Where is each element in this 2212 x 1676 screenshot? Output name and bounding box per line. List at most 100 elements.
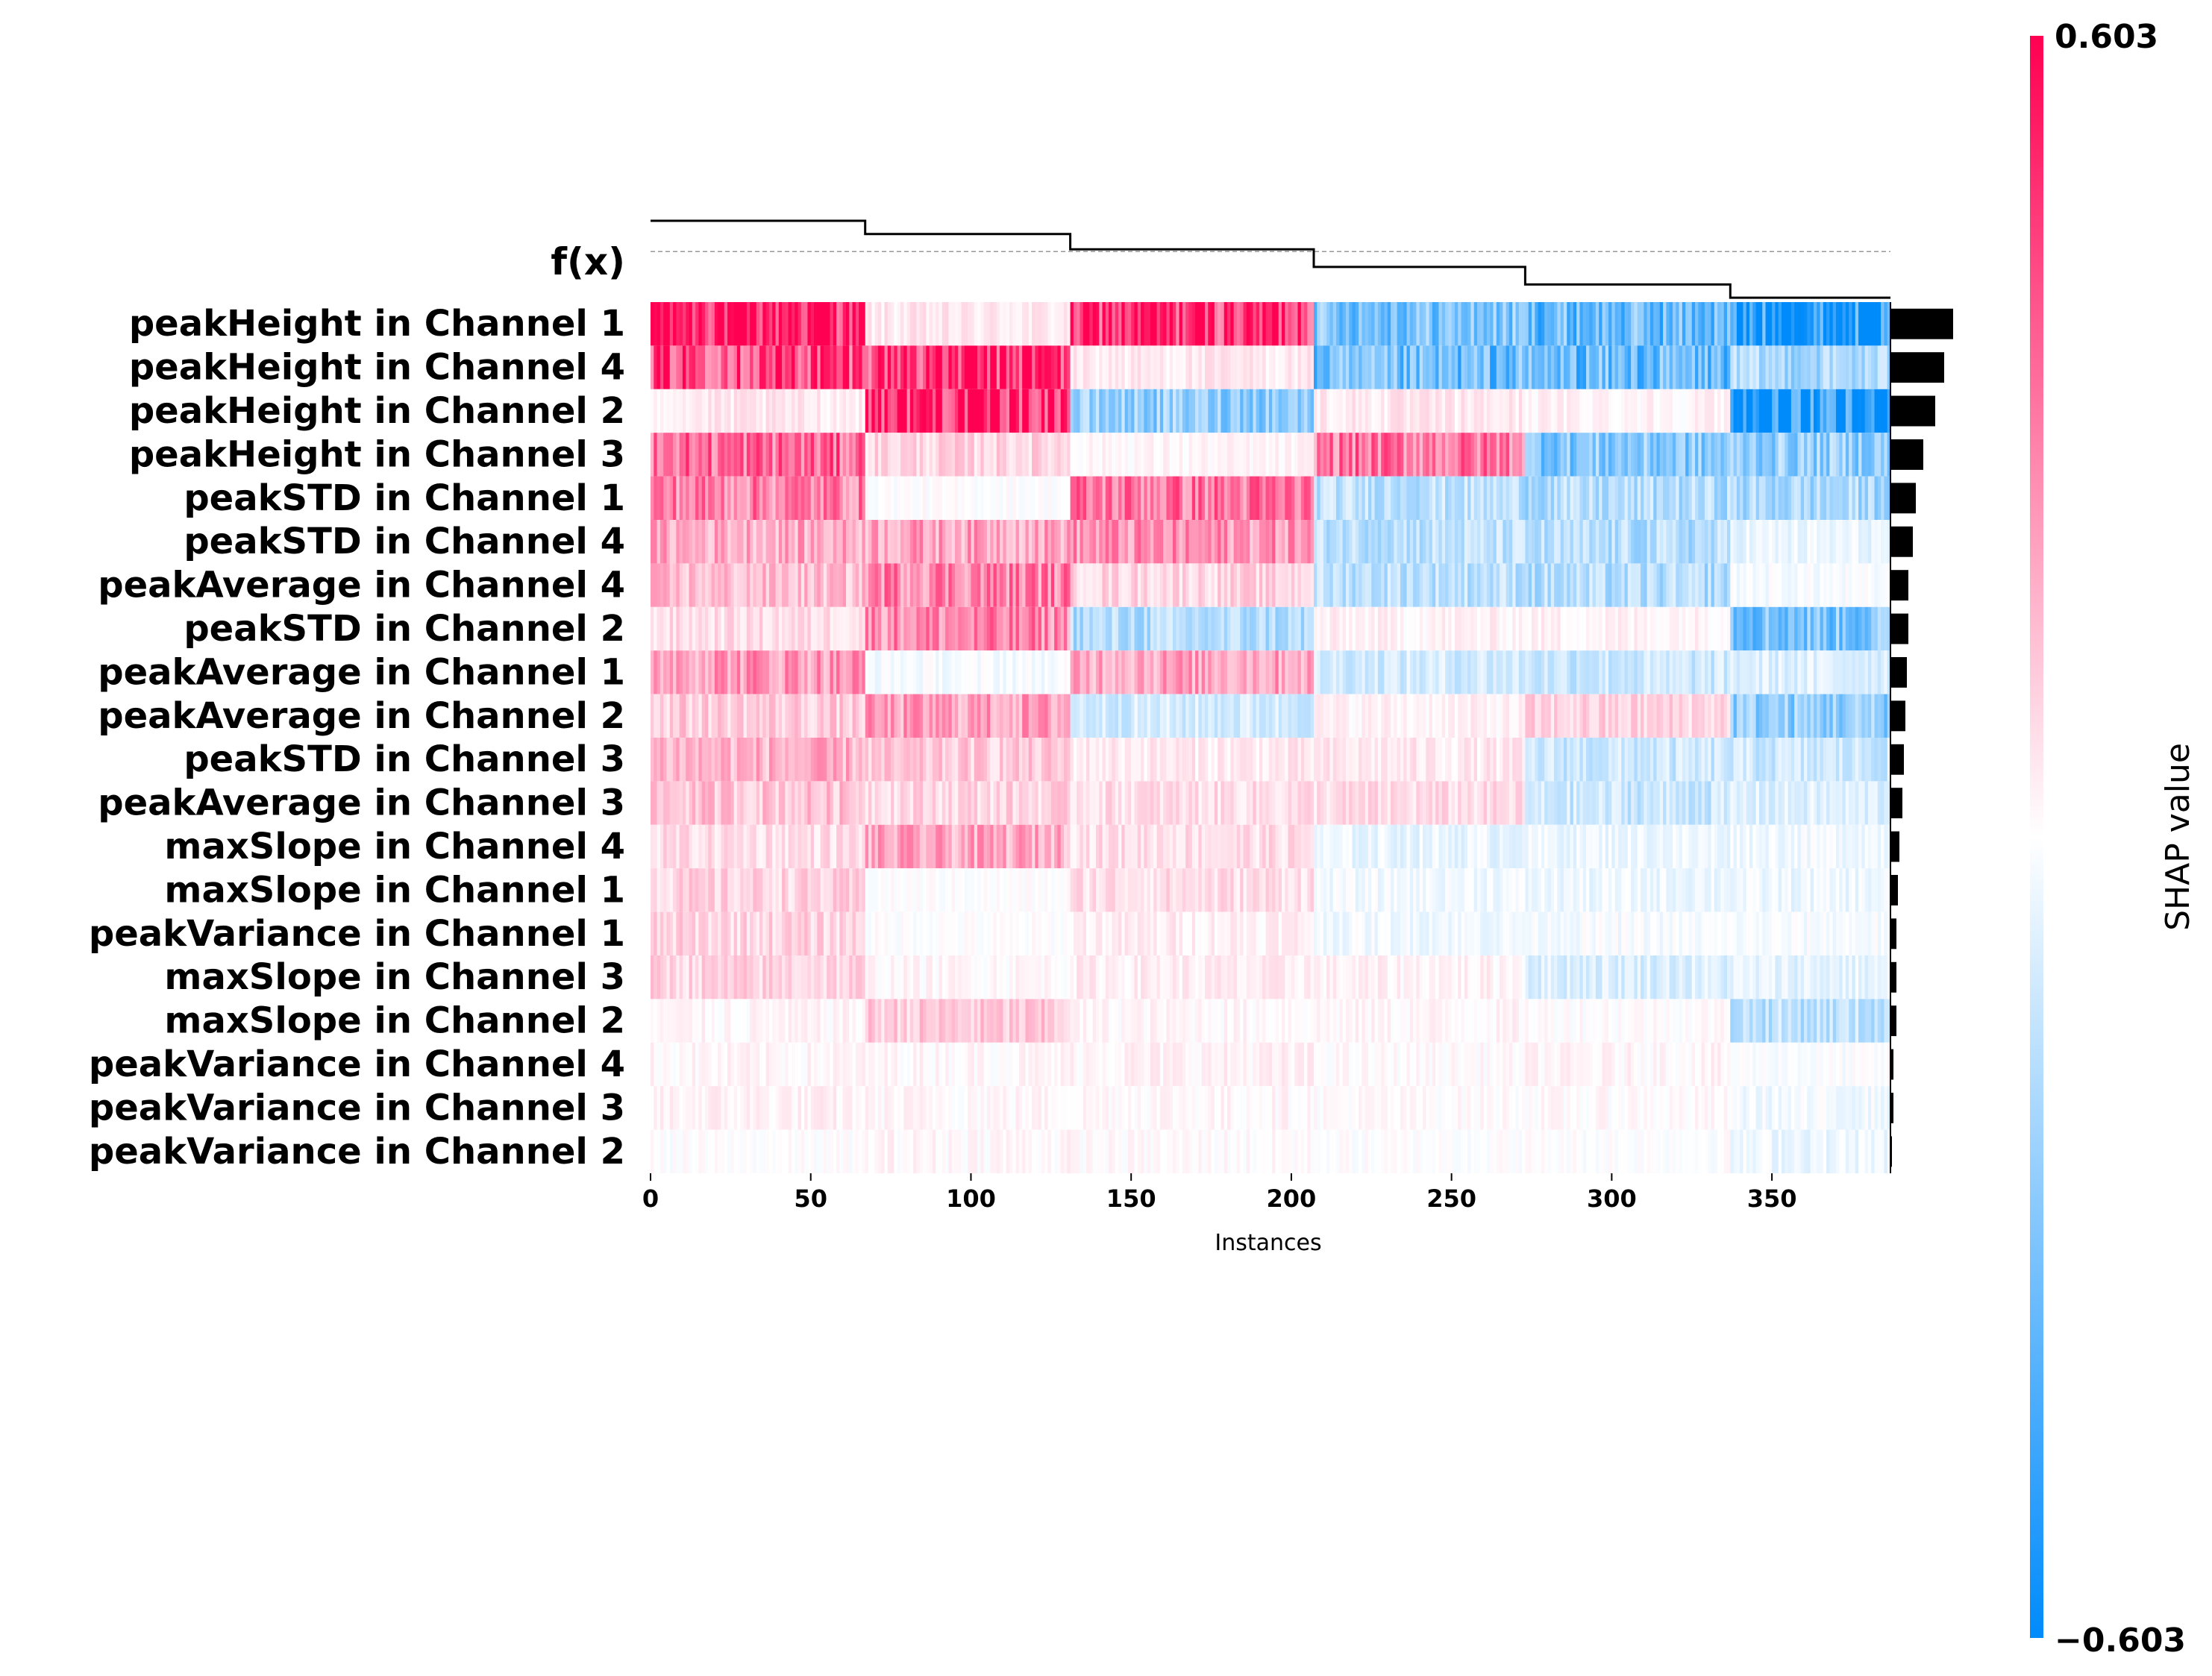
heatmap-cell [1028,781,1033,825]
heatmap-cell [1483,738,1488,782]
heatmap-cell [1429,781,1433,825]
heatmap-cell [1490,606,1494,651]
heatmap-cell [1823,389,1827,433]
heatmap-cell [1374,345,1379,389]
heatmap-cell [1169,694,1174,738]
heatmap-cell [1288,738,1292,782]
heatmap-cell [714,520,718,564]
heatmap-cell [1775,389,1779,433]
heatmap-cell [855,781,859,825]
heatmap-cell [871,345,876,389]
heatmap-cell [1541,302,1545,346]
heatmap-cell [1406,302,1411,346]
heatmap-cell [862,520,866,564]
heatmap-cell [1374,563,1379,607]
heatmap-cell [814,738,818,782]
heatmap-cell [1227,389,1231,433]
heatmap-cell [868,389,872,433]
heatmap-cell [1765,476,1770,520]
heatmap-cell [814,520,818,564]
heatmap-cell [1218,824,1222,869]
heatmap-cell [1259,520,1263,564]
heatmap-cell [1627,650,1632,694]
heatmap-cell [708,606,712,651]
heatmap-cell [900,389,904,433]
heatmap-cell [1374,650,1379,694]
heatmap-cell [1268,345,1273,389]
heatmap-cell [1714,520,1718,564]
heatmap-cell [762,694,767,738]
heatmap-cell [1291,650,1295,694]
heatmap-cell [1797,738,1802,782]
heatmap-cell [727,476,731,520]
heatmap-cell [1320,520,1324,564]
heatmap-cell [1621,563,1626,607]
heatmap-cell [1746,650,1750,694]
heatmap-cell [932,781,936,825]
heatmap-cell [1253,606,1257,651]
heatmap-cell [827,433,831,477]
heatmap-cell [807,738,812,782]
heatmap-cell [1617,824,1622,869]
heatmap-cell [1188,520,1193,564]
heatmap-cell [1503,520,1507,564]
heatmap-cell [1855,694,1859,738]
heatmap-cell [1617,520,1622,564]
heatmap-cell [1329,389,1334,433]
heatmap-cell [1032,345,1035,389]
heatmap-cell [1156,824,1161,869]
heatmap-cell [1218,476,1222,520]
heatmap-cell [1012,606,1017,651]
heatmap-cell [1637,389,1641,433]
heatmap-cell [817,476,821,520]
heatmap-cell [1259,433,1263,477]
heatmap-cell [1563,389,1567,433]
heatmap-cell [1701,302,1705,346]
heatmap-cell [721,520,725,564]
heatmap-cell [1176,650,1180,694]
heatmap-cell [1647,345,1651,389]
heatmap-cell [1323,345,1327,389]
heatmap-cell [1153,476,1158,520]
heatmap-cell [1028,606,1033,651]
heatmap-cell [1250,694,1253,738]
heatmap-cell [1400,650,1404,694]
heatmap-cell [1720,694,1725,738]
heatmap-cell [1259,302,1263,346]
heatmap-cell [1118,606,1122,651]
heatmap-cell [1112,781,1116,825]
heatmap-cell [1195,781,1199,825]
heatmap-cell [1342,650,1347,694]
heatmap-cell [1166,433,1171,477]
heatmap-cell [682,520,686,564]
heatmap-cell [669,606,674,651]
heatmap-cell [986,606,991,651]
heatmap-cell [1413,650,1417,694]
heatmap-cell [1871,650,1876,694]
heatmap-cell [1582,345,1587,389]
heatmap-cell [1391,606,1394,651]
heatmap-cell [971,389,975,433]
heatmap-cell [1720,563,1725,607]
heatmap-cell [977,520,981,564]
heatmap-cell [1355,302,1359,346]
heatmap-cell [676,476,680,520]
heatmap-cell [1141,389,1144,433]
heatmap-cell [1845,650,1849,694]
heatmap-cell [1297,563,1302,607]
heatmap-cell [714,650,718,694]
heatmap-cell [1720,606,1725,651]
heatmap-cell [1704,694,1708,738]
heatmap-cell [1810,563,1814,607]
heatmap-cell [1538,738,1542,782]
heatmap-cell [775,302,780,346]
heatmap-cell [1047,476,1052,520]
heatmap-cell [657,650,661,694]
heatmap-cell [1403,606,1408,651]
heatmap-cell [903,476,908,520]
heatmap-cell [897,694,901,738]
heatmap-cell [1605,302,1609,346]
heatmap-cell [1758,476,1763,520]
heatmap-cell [1025,781,1030,825]
heatmap-cell [1214,520,1218,564]
